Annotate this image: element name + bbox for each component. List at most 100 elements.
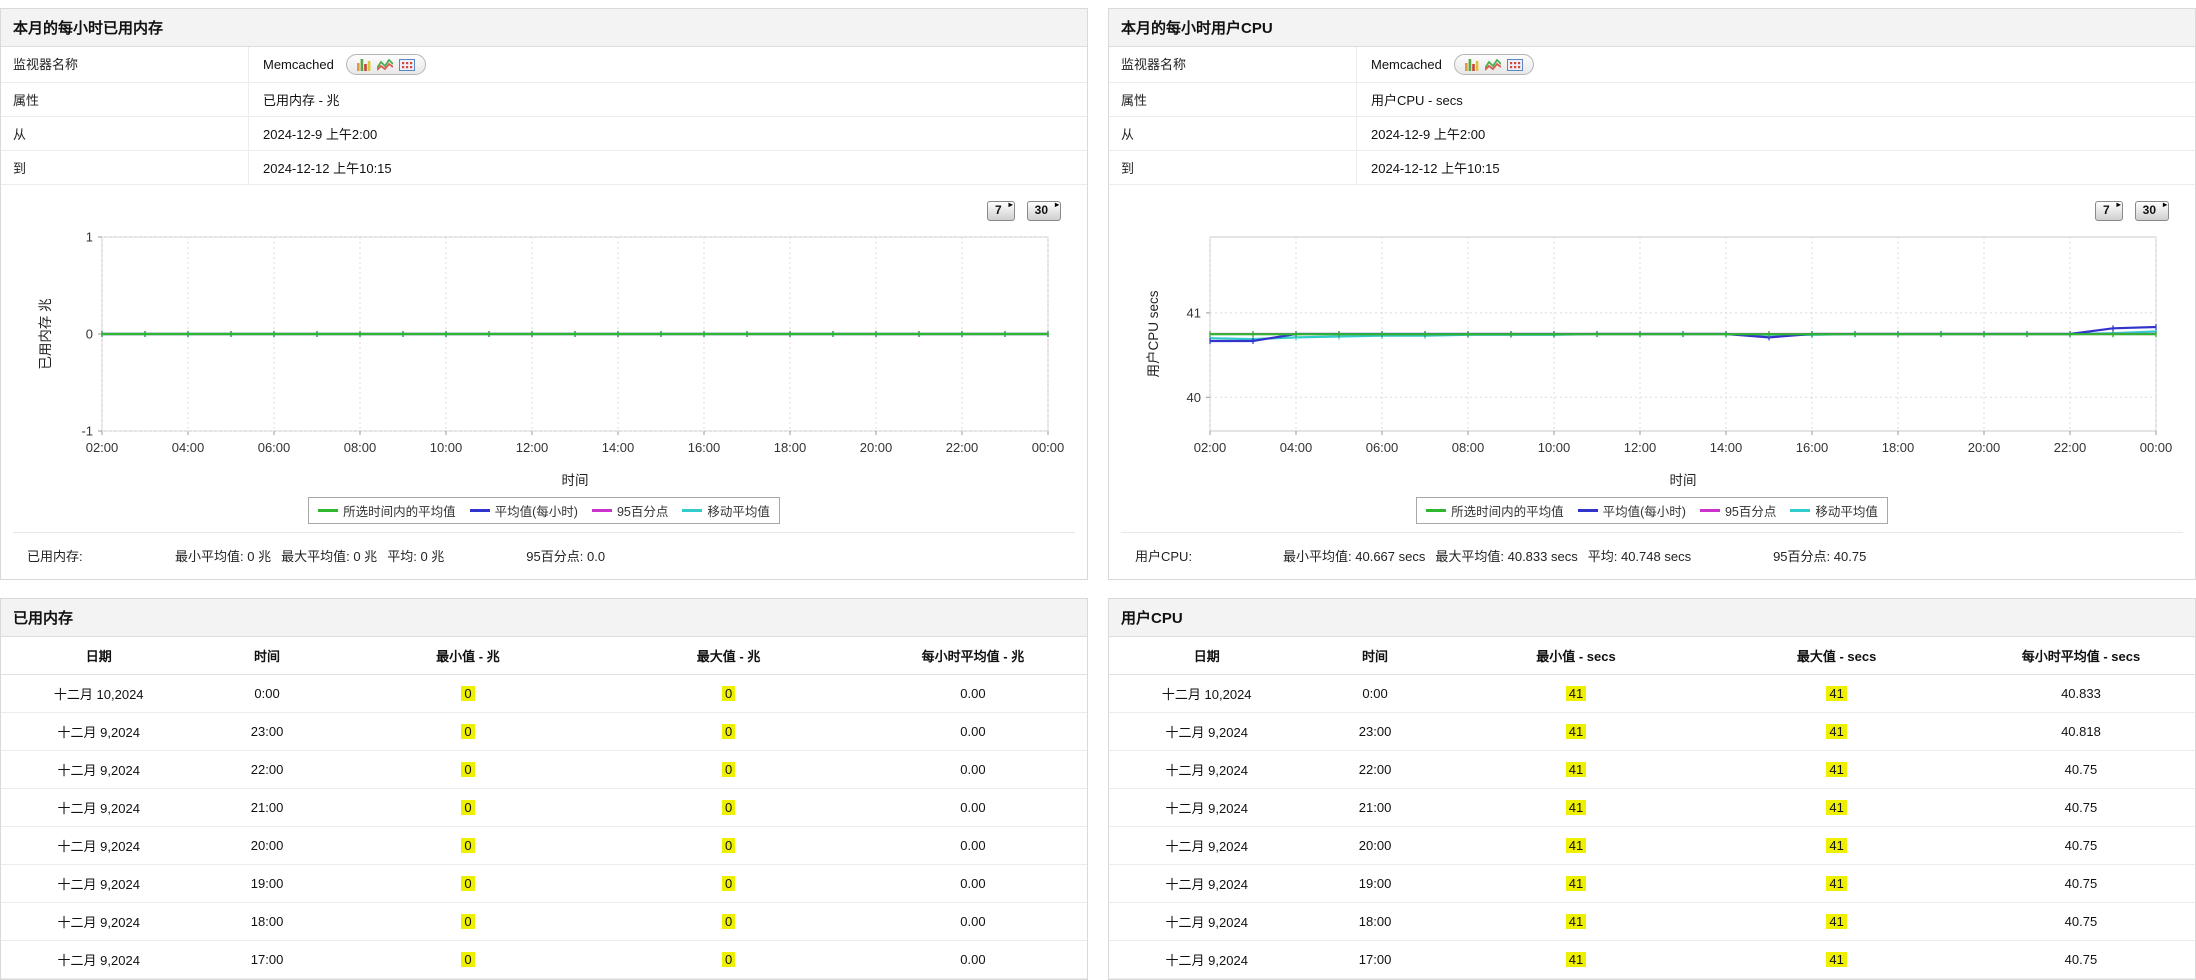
cpu-summary: 用户CPU: 最小平均值: 40.667 secs 最大平均值: 40.833 …: [1121, 532, 2183, 579]
legend-swatch: [318, 509, 339, 512]
date-cell: 十二月 9,2024: [1, 864, 197, 903]
svg-text:12:00: 12:00: [1624, 440, 1657, 455]
avg-cell: 40.75: [1966, 902, 2195, 941]
highlighted-value: 41: [1565, 686, 1587, 701]
svg-text:06:00: 06:00: [1366, 440, 1399, 455]
table-row: 十二月 9,2024 18:00 41 41 40.75: [1109, 902, 2195, 941]
date-cell: 十二月 9,2024: [1109, 864, 1305, 903]
date-cell: 十二月 9,2024: [1109, 940, 1305, 979]
from-row: 从 2024-12-9 上午2:00: [1109, 117, 2195, 151]
summary-metric: 用户CPU:: [1135, 549, 1193, 564]
range-7-days-button[interactable]: 7 ▸: [986, 200, 1015, 221]
max-cell: 41: [1706, 674, 1967, 713]
memory-report-panel: 本月的每小时已用内存 监视器名称 Memcached: [0, 8, 1088, 580]
highlighted-value: 41: [1826, 724, 1847, 739]
table-row: 十二月 9,2024 20:00 0 0 0.00: [1, 826, 1087, 865]
table-view-icon[interactable]: [398, 58, 415, 71]
highlighted-value: 0: [461, 876, 475, 891]
col-max: 最大值 - secs: [1706, 637, 1967, 675]
max-cell: 41: [1706, 712, 1967, 751]
time-cell: 21:00: [196, 788, 338, 827]
max-cell: 0: [598, 750, 859, 789]
monitor-name-label: 监视器名称: [1, 47, 249, 82]
range-30-days-button[interactable]: 30 ▸: [2134, 200, 2169, 221]
legend-label: 所选时间内的平均值: [1451, 505, 1564, 519]
svg-text:-1: -1: [81, 424, 93, 439]
avg-cell: 40.75: [1966, 826, 2195, 865]
svg-text:用户CPU secs: 用户CPU secs: [1145, 290, 1161, 377]
to-row: 到 2024-12-12 上午10:15: [1, 151, 1087, 185]
avg-cell: 0.00: [858, 712, 1087, 751]
from-label: 从: [1, 117, 249, 150]
highlighted-value: 41: [1826, 914, 1847, 929]
min-cell: 41: [1445, 674, 1707, 713]
monitor-name-value: Memcached: [249, 47, 440, 82]
highlighted-value: 41: [1565, 724, 1587, 739]
svg-text:02:00: 02:00: [86, 440, 119, 455]
svg-text:00:00: 00:00: [2140, 440, 2173, 455]
bar-chart-icon[interactable]: [356, 58, 371, 71]
svg-text:10:00: 10:00: [1538, 440, 1571, 455]
legend-label: 移动平均值: [1815, 505, 1878, 519]
summary-max: 最大平均值: 0 兆: [281, 549, 378, 564]
range-30-days-button[interactable]: 30 ▸: [1026, 200, 1061, 221]
date-cell: 十二月 9,2024: [1109, 902, 1305, 941]
date-cell: 十二月 9,2024: [1, 788, 197, 827]
range-buttons: 7 ▸ 30 ▸: [1121, 187, 2183, 221]
summary-min: 最小平均值: 0 兆: [175, 549, 272, 564]
svg-text:04:00: 04:00: [172, 440, 205, 455]
cpu-line-chart: 02:00 04:00 06:00 08:00 10:00 12:00 14:00 16:00…: [1121, 223, 2183, 495]
table-row: 十二月 9,2024 20:00 41 41 40.75: [1109, 826, 2195, 865]
date-cell: 十二月 9,2024: [1, 826, 197, 865]
bar-chart-icon[interactable]: [1464, 58, 1479, 71]
chart-svg: 02:00 04:00 06:00 08:00 10:00 12:00 14:00 16:00…: [1145, 236, 2173, 488]
to-label: 到: [1, 151, 249, 184]
to-label: 到: [1109, 151, 1357, 184]
svg-text:0: 0: [86, 327, 93, 342]
memory-summary: 已用内存: 最小平均值: 0 兆 最大平均值: 0 兆 平均: 0 兆 95百分…: [13, 532, 1075, 579]
max-cell: 41: [1706, 902, 1967, 941]
svg-text:06:00: 06:00: [258, 440, 291, 455]
table-view-icon[interactable]: [1506, 58, 1523, 71]
monitor-chart-links[interactable]: [1453, 54, 1534, 75]
max-cell: 0: [598, 826, 859, 865]
highlighted-value: 0: [461, 914, 475, 929]
from-label: 从: [1109, 117, 1357, 150]
col-date: 日期: [1, 637, 197, 675]
legend-item: 移动平均值: [682, 501, 770, 520]
to-value: 2024-12-12 上午10:15: [263, 161, 392, 176]
chart-legend-box: 所选时间内的平均值 平均值(每小时) 95百分点 移动平均值: [1416, 497, 1888, 524]
monitor-chart-links[interactable]: [345, 54, 426, 75]
col-max: 最大值 - 兆: [598, 637, 859, 675]
summary-avg: 平均: 0 兆: [387, 549, 445, 564]
avg-cell: 0.00: [858, 864, 1087, 903]
date-cell: 十二月 9,2024: [1, 712, 197, 751]
svg-text:41: 41: [1187, 305, 1201, 320]
line-chart-icon[interactable]: [1484, 58, 1501, 71]
time-cell: 21:00: [1304, 788, 1446, 827]
attribute-value: 已用内存 - 兆: [263, 93, 340, 108]
highlighted-value: 0: [461, 800, 475, 815]
time-cell: 0:00: [1304, 674, 1446, 713]
range-7-days-button[interactable]: 7 ▸: [2094, 200, 2123, 221]
time-cell: 18:00: [196, 902, 338, 941]
line-chart-icon[interactable]: [376, 58, 393, 71]
summary-p95: 95百分点: 40.75: [1773, 549, 1867, 564]
highlighted-value: 41: [1565, 838, 1587, 853]
avg-cell: 0.00: [858, 902, 1087, 941]
svg-text:20:00: 20:00: [860, 440, 893, 455]
highlighted-value: 41: [1565, 762, 1587, 777]
highlighted-value: 0: [461, 686, 475, 701]
highlighted-value: 0: [461, 724, 475, 739]
highlighted-value: 41: [1826, 762, 1847, 777]
svg-text:10:00: 10:00: [430, 440, 463, 455]
svg-text:时间: 时间: [1670, 473, 1697, 488]
min-cell: 41: [1445, 788, 1707, 827]
memory-chart-section: 7 ▸ 30 ▸ 02:00 04:00 06:00 08:00 10:00 12:00 14:…: [1, 185, 1087, 579]
attribute-label: 属性: [1, 83, 249, 116]
button-arrow-icon: ▸: [1008, 200, 1013, 209]
highlighted-value: 0: [721, 762, 736, 777]
legend-swatch: [1699, 509, 1720, 512]
svg-text:14:00: 14:00: [1710, 440, 1743, 455]
col-date: 日期: [1109, 637, 1305, 675]
